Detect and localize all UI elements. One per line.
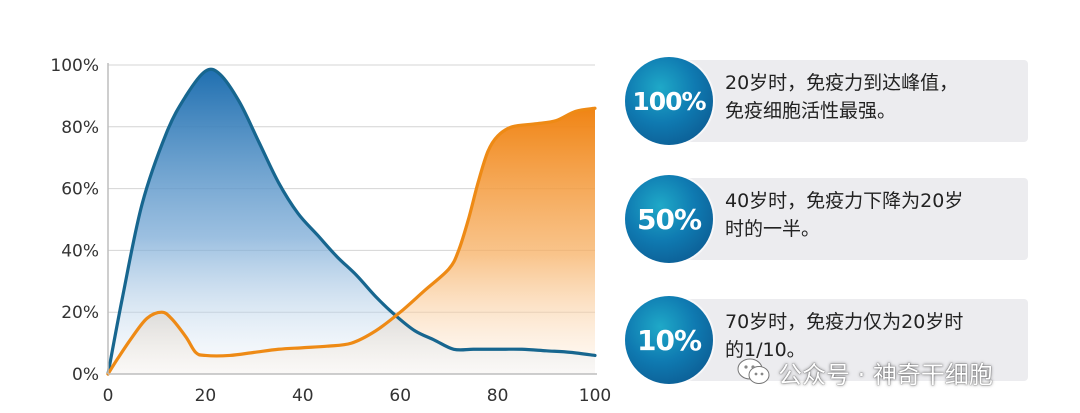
info-line: 的1/10。 (725, 339, 806, 361)
info-line: 40岁时，免疫力下降为20岁 (725, 190, 964, 212)
info-card-tenth: 10% 70岁时，免疫力仅为20岁时 的1/10。 (625, 296, 1028, 384)
info-card-text: 70岁时，免疫力仅为20岁时 的1/10。 (725, 308, 1015, 364)
x-tick-label: 80 (487, 386, 509, 406)
info-line: 70岁时，免疫力仅为20岁时 (725, 311, 964, 333)
watermark: 公众号 · 神奇干细胞 (736, 352, 993, 392)
y-tick-label: 40% (61, 241, 99, 261)
y-tick-label: 60% (61, 180, 99, 200)
series-blue-line (106, 67, 597, 376)
immunity-chart: 0% 20% 40% 60% 80% 100% 0 20 40 60 80 100 (50, 56, 612, 406)
area-fills (108, 69, 595, 374)
y-tick-label: 100% (50, 56, 99, 76)
x-tick-label: 100 (579, 386, 611, 406)
info-card-background (669, 299, 1028, 381)
series-orange-line (106, 106, 597, 376)
info-card-background (669, 178, 1028, 260)
watermark-text: 公众号 · 神奇干细胞 (778, 360, 993, 389)
x-tick-label: 0 (103, 386, 114, 406)
x-axis-ticks: 0 20 40 60 80 100 (103, 386, 612, 406)
badge-label: 100% (632, 86, 706, 116)
percent-badge: 100% (625, 57, 713, 145)
series-blue-area (108, 69, 595, 374)
y-axis-ticks: 0% 20% 40% 60% 80% 100% (50, 56, 99, 385)
y-tick-label: 80% (61, 118, 99, 138)
info-card-half: 50% 40岁时，免疫力下降为20岁 时的一半。 (625, 175, 1028, 263)
info-card-peak: 100% 20岁时，免疫力到达峰值， 免疫细胞活性最强。 (625, 57, 1028, 145)
y-tick-label: 20% (61, 303, 99, 323)
percent-badge: 50% (625, 175, 713, 263)
info-line: 时的一半。 (725, 218, 821, 240)
info-line: 20岁时，免疫力到达峰值， (725, 72, 959, 94)
info-card-text: 20岁时，免疫力到达峰值， 免疫细胞活性最强。 (725, 69, 1015, 125)
percent-badge: 10% (625, 296, 713, 384)
info-card-background (669, 60, 1028, 142)
y-tick-label: 0% (72, 365, 99, 385)
series-orange-area (108, 108, 595, 374)
axes (107, 63, 597, 375)
badge-label: 10% (636, 323, 702, 357)
info-line: 免疫细胞活性最强。 (725, 100, 897, 122)
badge-label: 50% (636, 202, 702, 236)
x-tick-label: 60 (389, 386, 411, 406)
info-card-text: 40岁时，免疫力下降为20岁 时的一半。 (725, 187, 1015, 243)
series-lines (106, 67, 597, 376)
x-tick-label: 20 (195, 386, 217, 406)
x-tick-label: 40 (292, 386, 314, 406)
wechat-icon (736, 357, 772, 387)
